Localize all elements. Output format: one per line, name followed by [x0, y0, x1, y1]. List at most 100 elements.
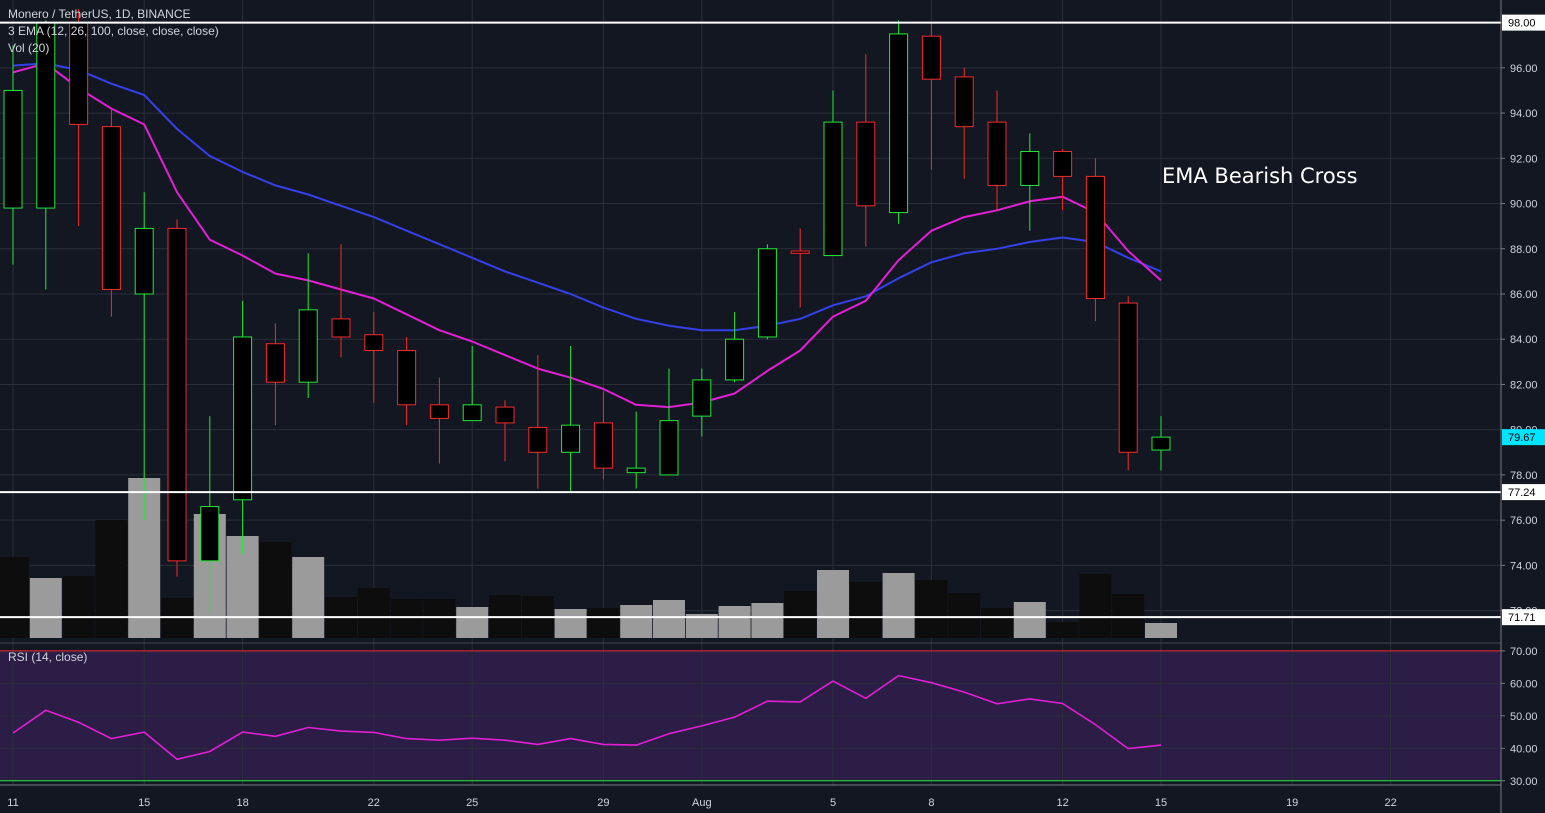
- volume-bar: [95, 520, 128, 638]
- time-tick-label: 5: [830, 797, 836, 809]
- volume-bar: [1112, 594, 1145, 638]
- time-tick-label: 19: [1286, 797, 1298, 809]
- candle-body: [1151, 436, 1171, 451]
- rsi-tick-label: 40.00: [1510, 743, 1538, 755]
- candle: [200, 416, 220, 613]
- time-tick-label: 12: [1056, 797, 1068, 809]
- level-price-label: 77.24: [1508, 487, 1536, 499]
- volume-bar: [259, 542, 292, 638]
- price-tick-label: 88.00: [1510, 244, 1538, 256]
- candle: [69, 9, 89, 227]
- candle-body: [856, 121, 876, 207]
- symbol-legend[interactable]: Monero / TetherUS, 1D, BINANCE: [8, 7, 191, 21]
- candle: [331, 244, 351, 358]
- candle-body: [1053, 151, 1073, 177]
- volume-bar: [1145, 623, 1177, 638]
- volume-bar: [554, 609, 587, 638]
- candle-body: [921, 35, 941, 80]
- price-tick-label: 78.00: [1510, 470, 1538, 482]
- ema-slow-line: [12, 62, 1162, 332]
- volume-bar: [948, 593, 981, 638]
- candle: [3, 45, 23, 265]
- volume-bar: [0, 557, 29, 638]
- candle: [692, 368, 712, 437]
- candle: [167, 219, 187, 577]
- candle: [134, 192, 154, 521]
- time-tick-label: 8: [928, 797, 934, 809]
- price-tick-label: 74.00: [1510, 560, 1538, 572]
- candle-body: [495, 406, 515, 424]
- candle: [856, 54, 876, 247]
- volume-bar: [882, 573, 915, 638]
- price-tick-label: 96.00: [1510, 63, 1538, 75]
- candle: [561, 346, 581, 494]
- candle-body: [101, 126, 121, 290]
- candle-body: [364, 334, 384, 352]
- volume-bar: [849, 582, 882, 638]
- level-price-badge: [1502, 14, 1545, 31]
- volume-bar: [653, 600, 685, 638]
- chart-annotation: EMA Bearish Cross: [1162, 164, 1358, 188]
- candle-body: [265, 343, 285, 383]
- candle-body: [528, 426, 548, 453]
- candle-body: [757, 248, 777, 338]
- candle-body: [692, 379, 712, 417]
- candle: [921, 22, 941, 170]
- candle-body: [790, 250, 810, 254]
- ema-legend[interactable]: 3 EMA (12, 26, 100, close, close, close): [8, 24, 219, 38]
- time-tick-label: Aug: [692, 797, 712, 809]
- candle-body: [1085, 175, 1105, 300]
- time-tick-label: 22: [1384, 797, 1396, 809]
- candle-body: [1118, 302, 1138, 453]
- candle-body: [233, 336, 253, 501]
- volume-bar: [817, 570, 849, 638]
- candle: [1151, 416, 1171, 471]
- candle-body: [725, 338, 745, 381]
- time-tick-label: 22: [368, 797, 380, 809]
- candle: [593, 391, 613, 480]
- time-tick-label: 15: [1155, 797, 1167, 809]
- ema-fast-line: [12, 62, 1162, 409]
- time-tick-label: 11: [7, 797, 18, 809]
- volume-bar: [456, 607, 489, 638]
- volume-legend[interactable]: Vol (20): [8, 41, 50, 55]
- time-tick-label: 15: [138, 797, 150, 809]
- candle-body: [331, 318, 351, 338]
- candle: [233, 300, 253, 555]
- candle: [397, 336, 417, 426]
- volume-bar: [423, 599, 456, 638]
- volume-bar: [1013, 602, 1046, 638]
- price-tick-label: 94.00: [1510, 108, 1538, 120]
- candle-body: [593, 422, 613, 469]
- candle: [889, 20, 909, 224]
- candle: [1085, 158, 1105, 322]
- volume-bar: [915, 580, 948, 638]
- candle-body: [200, 506, 220, 562]
- volume-bar: [62, 576, 95, 638]
- rsi-legend[interactable]: RSI (14, close): [8, 650, 88, 664]
- candle-body: [889, 33, 909, 214]
- price-tick-label: 90.00: [1510, 199, 1538, 211]
- candle-body: [462, 404, 482, 422]
- rsi-line: [12, 674, 1162, 761]
- current-price-badge: [1502, 429, 1545, 446]
- price-tick-label: 92.00: [1510, 153, 1538, 165]
- candle-body: [397, 350, 417, 406]
- candle: [265, 323, 285, 426]
- candle-body: [561, 424, 581, 453]
- rsi-tick-label: 50.00: [1510, 711, 1538, 723]
- candle-body: [626, 467, 646, 474]
- candle: [462, 346, 482, 422]
- time-tick-label: 29: [597, 797, 609, 809]
- volume-bar: [751, 603, 784, 638]
- candle-body: [954, 76, 974, 128]
- level-price-badge: [1502, 609, 1545, 626]
- candle: [1118, 296, 1138, 471]
- price-tick-label: 84.00: [1510, 334, 1538, 346]
- volume-bar: [292, 557, 325, 638]
- candle-body: [298, 309, 318, 383]
- candle: [101, 108, 121, 317]
- candle: [626, 411, 646, 489]
- candle-body: [823, 121, 843, 257]
